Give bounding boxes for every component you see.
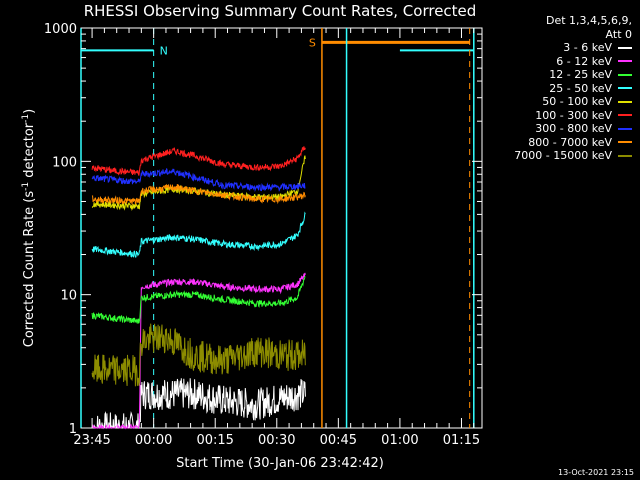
- legend-entry: 25 - 50 keV: [514, 82, 632, 96]
- plot-border: [80, 27, 483, 429]
- y-tick-label: 1000: [44, 22, 77, 37]
- legend-swatch: [618, 60, 632, 63]
- x-tick-label: 00:00: [135, 433, 172, 448]
- legend-rows: 3 - 6 keV 6 - 12 keV 12 - 25 keV 25 - 50 ke…: [514, 41, 632, 163]
- series-line-5: [91, 146, 306, 176]
- chart-title: RHESSI Observing Summary Count Rates, Co…: [84, 2, 477, 20]
- timestamp: 13-Oct-2021 23:15: [558, 468, 634, 477]
- legend-entry: 300 - 800 keV: [514, 122, 632, 136]
- series-line-2: [91, 275, 306, 324]
- y-tick-label: 1: [69, 422, 77, 437]
- x-tick-label: 00:30: [258, 433, 295, 448]
- legend-entry-label: 6 - 12 keV: [556, 54, 612, 68]
- y-label-mid: detector: [22, 122, 37, 182]
- legend-swatch: [618, 100, 632, 103]
- x-tick-label: 01:15: [443, 433, 480, 448]
- legend-entry-label: 3 - 6 keV: [563, 41, 612, 54]
- legend-swatch: [618, 154, 632, 157]
- y-label-sup1: -1: [21, 182, 31, 191]
- legend-entry-label: 300 - 800 keV: [535, 122, 612, 135]
- legend-swatch: [618, 141, 632, 144]
- legend-swatch: [618, 87, 632, 90]
- legend: Det 1,3,4,5,6,9, Att 0 3 - 6 keV 6 - 12 k…: [514, 14, 632, 163]
- series-line-6: [91, 168, 306, 192]
- legend-entry: 50 - 100 keV: [514, 95, 632, 109]
- y-tick-label: 100: [52, 155, 77, 170]
- legend-entry-label: 7000 - 15000 keV: [514, 149, 612, 162]
- legend-entry-label: 25 - 50 keV: [549, 81, 612, 95]
- series-line-0: [93, 378, 306, 429]
- series-line-1: [91, 272, 306, 430]
- plot-frame: [80, 27, 483, 429]
- x-tick-label: 23:45: [73, 433, 110, 448]
- x-tick-label: 00:15: [196, 433, 233, 448]
- legend-title: Det 1,3,4,5,6,9,: [545, 14, 632, 27]
- legend-entry: 100 - 300 keV: [514, 109, 632, 123]
- x-tick-label: 00:45: [320, 433, 357, 448]
- legend-subtitle: Att 0: [605, 27, 632, 41]
- series-line-3: [91, 211, 306, 258]
- legend-swatch: [618, 46, 632, 49]
- legend-entry-label: 100 - 300 keV: [535, 108, 612, 122]
- legend-swatch: [618, 127, 632, 130]
- y-label-end: ): [22, 109, 37, 114]
- y-label-sup2: -1: [21, 114, 31, 123]
- legend-entry: 12 - 25 keV: [514, 68, 632, 82]
- annotations: NS: [80, 28, 475, 428]
- legend-entry: 800 - 7000 keV: [514, 136, 632, 150]
- y-tick-label: 10: [60, 289, 77, 304]
- series-line-8: [91, 323, 306, 387]
- legend-entry: 7000 - 15000 keV: [514, 149, 632, 163]
- saa-label: S: [309, 36, 316, 49]
- series-lines: [91, 146, 306, 430]
- y-label-main: Corrected Count Rate (s: [22, 191, 37, 348]
- x-tick-label: 01:00: [381, 433, 418, 448]
- legend-swatch: [618, 73, 632, 76]
- legend-entry-label: 50 - 100 keV: [542, 95, 612, 108]
- night-label: N: [160, 44, 168, 57]
- legend-entry: 6 - 12 keV: [514, 55, 632, 69]
- legend-entry-label: 12 - 25 keV: [549, 68, 612, 81]
- series-line-7: [91, 183, 306, 206]
- x-axis-label: Start Time (30-Jan-06 23:42:42): [176, 456, 384, 471]
- legend-entry: 3 - 6 keV: [514, 41, 632, 55]
- legend-entry-label: 800 - 7000 keV: [528, 135, 612, 149]
- x-axis-ticks: 23:45 00:00 00:15 00:30 00:45 01:00 01:15: [73, 28, 480, 448]
- y-axis-ticks: 1 10 100 1000: [44, 22, 482, 437]
- y-axis-label: Corrected Count Rate (s-1 detector-1): [21, 109, 37, 347]
- legend-swatch: [618, 114, 632, 117]
